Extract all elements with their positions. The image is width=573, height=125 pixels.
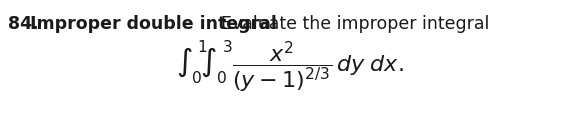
Text: Evaluate the improper integral: Evaluate the improper integral xyxy=(210,15,489,33)
Text: 84.: 84. xyxy=(8,15,38,33)
Text: Improper double integral: Improper double integral xyxy=(30,15,277,33)
Text: $\int_0^{\,1}\!\!\int_0^{\,3} \dfrac{x^2}{(y-1)^{2/3}}\,dy\;dx.$: $\int_0^{\,1}\!\!\int_0^{\,3} \dfrac{x^2… xyxy=(176,39,404,95)
